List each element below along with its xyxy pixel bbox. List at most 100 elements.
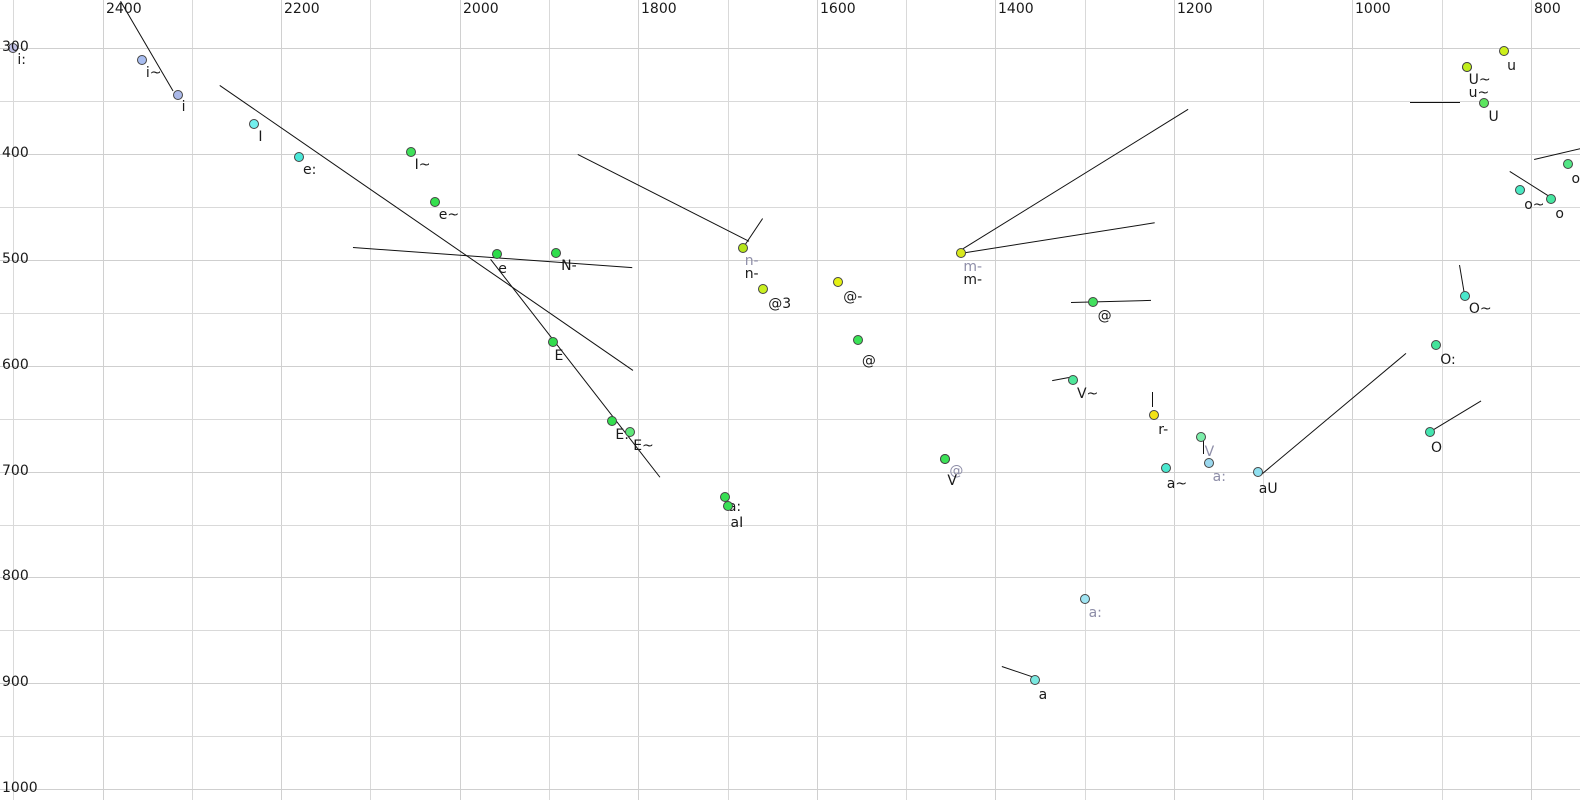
data-point-i[interactable]	[8, 42, 19, 53]
data-point-a[interactable]	[1160, 463, 1171, 474]
data-point-label: N-	[561, 258, 577, 275]
data-point-O[interactable]	[1459, 290, 1470, 301]
data-point-label: n-	[744, 265, 759, 282]
gridline-vertical-major	[281, 0, 282, 800]
data-point-a2[interactable]	[1203, 458, 1214, 469]
data-point-label: O:	[1440, 352, 1456, 369]
gridline-vertical-major	[1531, 0, 1532, 800]
y-axis-tick-label: 700	[2, 463, 29, 479]
data-point-label: @-	[843, 288, 863, 305]
gridline-vertical-major	[995, 0, 996, 800]
data-point-label: i:	[17, 51, 26, 68]
x-axis-tick-label: 1600	[820, 1, 856, 17]
x-axis-tick-label: 1800	[641, 1, 677, 17]
data-point-I[interactable]	[249, 118, 260, 129]
gridline-vertical-major	[1174, 0, 1175, 800]
gridline-horizontal-major	[0, 154, 1580, 155]
data-point-label: n-	[744, 252, 759, 269]
data-point-a[interactable]	[1029, 675, 1040, 686]
data-point-m[interactable]	[956, 248, 967, 259]
data-point-u[interactable]	[1499, 45, 1510, 56]
data-point-label: U	[1488, 108, 1499, 125]
data-point-I[interactable]	[405, 146, 416, 157]
data-point-U[interactable]	[1479, 97, 1490, 108]
data-point-V[interactable]	[1067, 375, 1078, 386]
data-point-label: V	[947, 472, 957, 489]
gridline-horizontal-major	[0, 260, 1580, 261]
data-point-label: @3	[768, 296, 792, 313]
data-point-label: @	[1097, 307, 1112, 324]
y-axis-tick-label: 600	[2, 357, 29, 373]
data-point-e[interactable]	[429, 197, 440, 208]
y-axis-tick-label: 400	[2, 145, 29, 161]
data-point-i[interactable]	[136, 55, 147, 66]
x-axis-tick-label: 1000	[1355, 1, 1391, 17]
data-point-label: o:	[1571, 171, 1580, 188]
data-point-label: I	[258, 128, 263, 145]
data-point-e[interactable]	[294, 151, 305, 162]
y-axis-tick-label: 1000	[2, 780, 38, 796]
x-axis-tick-label: 1400	[998, 1, 1034, 17]
data-point-o[interactable]	[1546, 194, 1557, 205]
data-point-label: aU	[1258, 480, 1278, 497]
data-point-O[interactable]	[1431, 340, 1442, 351]
data-point-label: u~	[1468, 84, 1490, 101]
data-point-label: r-	[1158, 422, 1169, 439]
gridline-horizontal-major	[0, 366, 1580, 367]
data-point-label: m-	[963, 272, 983, 289]
data-point-a3[interactable]	[1079, 593, 1090, 604]
data-point-label: E~	[633, 438, 654, 455]
gridline-horizontal-minor	[0, 630, 1580, 631]
x-axis-tick-label: 1200	[1177, 1, 1213, 17]
gridline-vertical-major	[638, 0, 639, 800]
data-point-V2[interactable]	[1195, 431, 1206, 442]
data-point-3[interactable]	[758, 284, 769, 295]
data-point-i[interactable]	[172, 90, 183, 101]
gridline-vertical-minor	[370, 0, 371, 800]
data-point-[interactable]	[1087, 296, 1098, 307]
data-point-o[interactable]	[1515, 184, 1526, 195]
data-point-label: @	[861, 353, 876, 370]
gridline-vertical-minor	[1085, 0, 1086, 800]
data-point-a[interactable]	[719, 491, 730, 502]
data-point-V[interactable]	[940, 453, 951, 464]
gridline-vertical-minor	[1263, 0, 1264, 800]
x-axis-tick-label: 2000	[463, 1, 499, 17]
data-point-E[interactable]	[547, 337, 558, 348]
data-point-n[interactable]	[737, 242, 748, 253]
data-point-r[interactable]	[1149, 410, 1160, 421]
data-point-label: U~	[1468, 71, 1491, 88]
data-point-E[interactable]	[625, 427, 636, 438]
gridline-horizontal-major	[0, 683, 1580, 684]
data-point-2[interactable]	[852, 335, 863, 346]
data-point-label: e:	[303, 161, 317, 178]
data-point-label: E	[554, 348, 564, 365]
data-point-aI[interactable]	[722, 501, 733, 512]
gridline-vertical-minor	[1442, 0, 1443, 800]
gridline-vertical-minor	[728, 0, 729, 800]
gridline-horizontal-major	[0, 789, 1580, 790]
data-point-label: a:	[1088, 604, 1102, 621]
gridline-horizontal-minor	[0, 207, 1580, 208]
data-point-N[interactable]	[551, 248, 562, 259]
data-point-o[interactable]	[1562, 159, 1573, 170]
data-point-aU[interactable]	[1252, 466, 1263, 477]
data-point-O[interactable]	[1425, 427, 1436, 438]
data-point-label: I~	[414, 156, 431, 173]
data-point-label: aI	[730, 515, 744, 532]
y-axis-tick-label: 300	[2, 39, 29, 55]
x-axis-tick-label: 2200	[284, 1, 320, 17]
data-point-e[interactable]	[492, 249, 503, 260]
gridline-vertical-major	[1352, 0, 1353, 800]
data-point-u[interactable]	[1461, 61, 1472, 72]
data-point-label: o~	[1524, 196, 1545, 213]
gridline-vertical-major	[817, 0, 818, 800]
data-point-E[interactable]	[607, 415, 618, 426]
data-point-label: O~	[1468, 300, 1492, 317]
data-point-label: i~	[145, 65, 162, 82]
gridline-horizontal-major	[0, 48, 1580, 49]
data-point-[interactable]	[833, 276, 844, 287]
gridline-vertical-minor	[13, 0, 14, 800]
